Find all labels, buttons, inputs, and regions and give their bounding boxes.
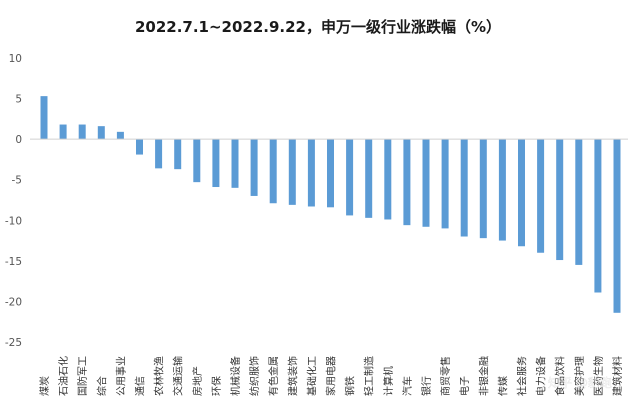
- x-tick-label: 食品饮料: [554, 356, 567, 396]
- x-tick-label: 轻工制造: [363, 356, 376, 396]
- x-tick-label: 纺织服饰: [248, 356, 261, 396]
- x-tick-label: 国防军工: [76, 356, 89, 396]
- bar: [498, 139, 506, 241]
- bar: [556, 139, 564, 261]
- bar: [384, 139, 392, 220]
- y-tick-label: 10: [9, 53, 22, 65]
- x-tick-label: 商贸零售: [439, 356, 452, 396]
- bar: [479, 139, 487, 239]
- bar: [518, 139, 525, 247]
- bar: [116, 131, 124, 140]
- bar: [269, 139, 277, 204]
- bar: [537, 139, 545, 253]
- x-tick-label: 建筑材料: [611, 356, 624, 396]
- x-tick-label: 建筑装饰: [286, 356, 299, 396]
- x-tick-label: 汽车: [401, 376, 414, 396]
- x-tick-label: 石油石化: [57, 356, 70, 396]
- y-tick-label: -20: [5, 296, 22, 308]
- bar: [613, 139, 621, 313]
- watermark-logo-icon: [530, 375, 546, 391]
- x-tick-label: 传媒: [497, 376, 509, 396]
- bar: [307, 139, 315, 207]
- y-tick-label: -15: [5, 256, 22, 268]
- bar: [97, 126, 105, 140]
- x-tick-label: 电子: [458, 376, 471, 396]
- watermark-text: 知乎 @豹跑: [548, 375, 612, 390]
- bar: [174, 139, 182, 170]
- x-tick-label: 有色金属: [267, 356, 280, 396]
- x-tick-label: 机械设备: [229, 356, 242, 396]
- bars: [40, 96, 621, 313]
- x-tick-label: 交通运输: [172, 356, 185, 396]
- watermark: 知乎 @豹跑: [530, 375, 612, 391]
- bar: [422, 139, 430, 227]
- y-axis: 10 5 0 -5 -10 -15 -20 -25: [5, 53, 22, 349]
- x-tick-label: 综合: [95, 376, 108, 396]
- bar: [594, 139, 602, 293]
- y-tick-label: -5: [12, 175, 22, 187]
- bar: [441, 139, 449, 229]
- x-tick-label: 社会服务: [516, 356, 529, 396]
- bar: [155, 139, 163, 169]
- x-tick-label: 医药生物: [592, 356, 605, 396]
- bar: [288, 139, 296, 205]
- x-tick-label: 环保: [210, 376, 223, 396]
- x-tick-label: 农林牧渔: [153, 356, 166, 396]
- bar: [212, 139, 220, 188]
- x-tick-label: 公用事业: [114, 356, 127, 396]
- bar: [59, 124, 67, 140]
- bar: [136, 139, 143, 155]
- x-tick-label: 家用电器: [325, 356, 338, 396]
- bar: [250, 139, 258, 196]
- bar: [231, 139, 239, 188]
- bar: [193, 139, 201, 183]
- x-tick-label: 钢铁: [344, 376, 357, 396]
- x-tick-label: 通信: [135, 376, 147, 396]
- x-tick-label: 美容护理: [573, 356, 586, 396]
- bar: [575, 139, 583, 265]
- y-tick-label: -25: [5, 337, 22, 349]
- bar: [365, 139, 373, 218]
- bar: [40, 96, 48, 140]
- chart-title: 2022.7.1~2022.9.22，申万一级行业涨跌幅（%）: [135, 18, 501, 36]
- bar: [78, 124, 86, 140]
- y-tick-label: 5: [15, 94, 22, 106]
- x-tick-label: 计算机: [382, 366, 395, 396]
- x-tick-label: 基础化工: [305, 356, 318, 396]
- x-tick-label: 非银金融: [477, 356, 490, 396]
- x-axis: 煤炭 石油石化 国防军工 综合 公用事业 通信 农林牧渔 交通运输 房地产 环保 机械设备 纺织服饰有…: [38, 356, 624, 396]
- bar: [327, 139, 334, 208]
- y-tick-label: -10: [5, 215, 22, 227]
- bar: [460, 139, 468, 237]
- bar: [346, 139, 354, 216]
- bar: [403, 139, 411, 226]
- x-tick-label: 煤炭: [38, 376, 51, 396]
- x-tick-label: 银行: [420, 376, 433, 396]
- y-tick-label: 0: [15, 134, 22, 146]
- x-tick-label: 房地产: [191, 366, 204, 396]
